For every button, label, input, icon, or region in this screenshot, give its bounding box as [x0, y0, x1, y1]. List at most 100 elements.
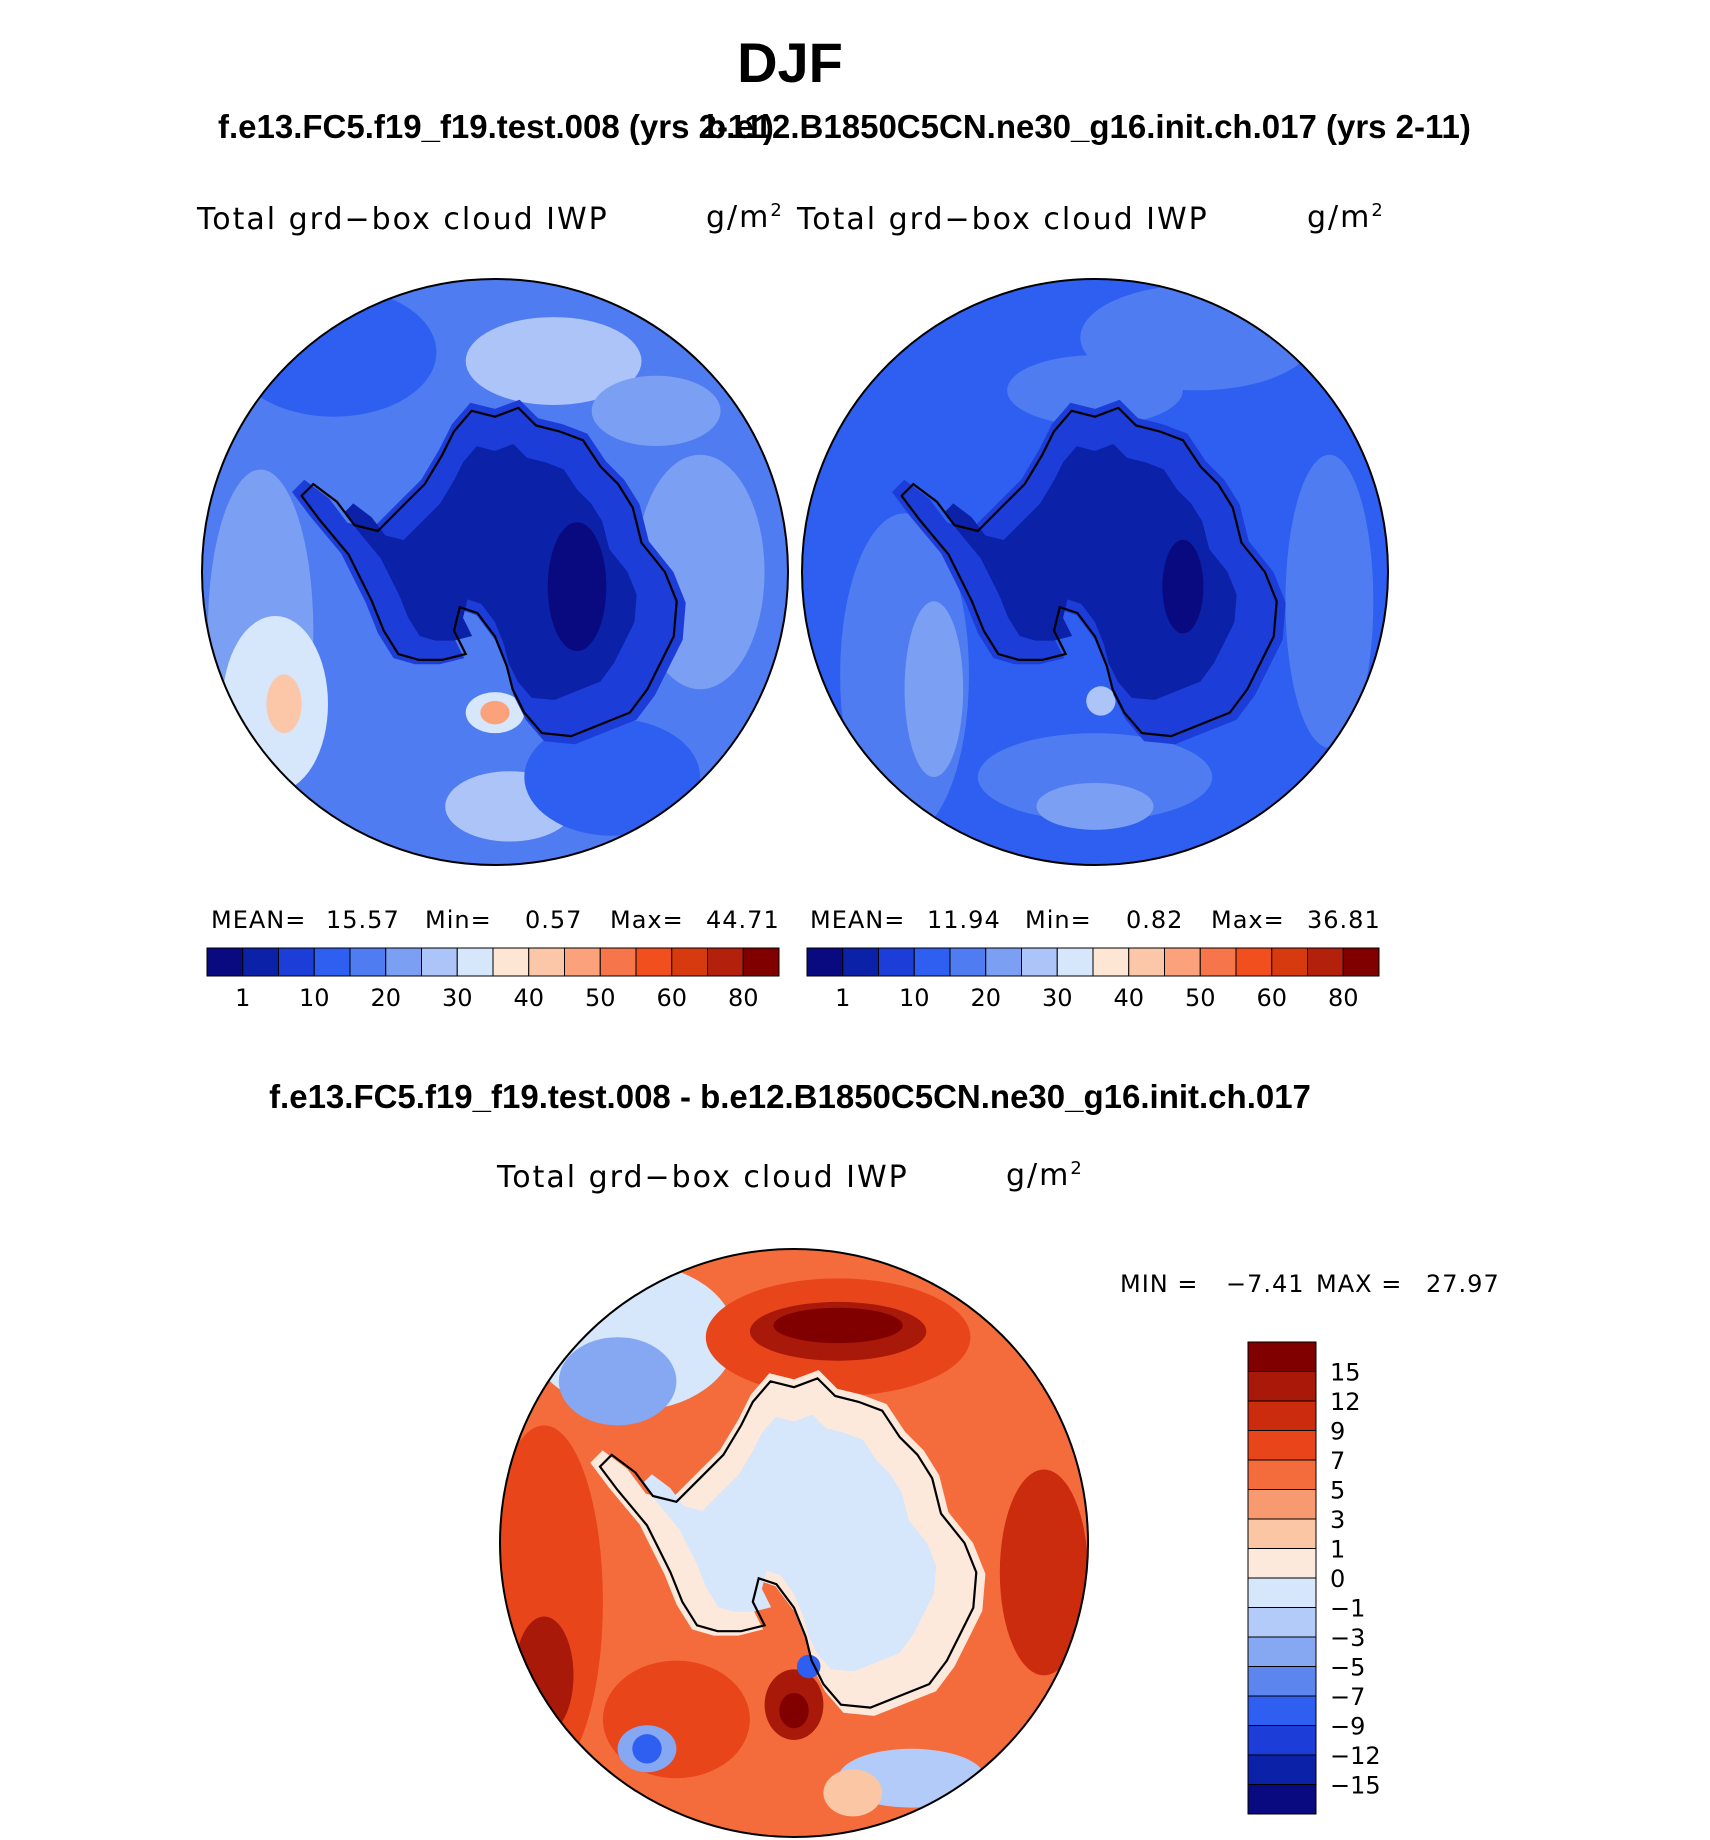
- case1-map-field-contour: [524, 718, 701, 836]
- diff-colorbar-swatch: [1247, 1695, 1317, 1726]
- diff-colorbar-tick-label: −1: [1330, 1595, 1365, 1623]
- main-title: DJF: [737, 31, 843, 94]
- case1-map-field-contour: [480, 700, 510, 725]
- case2-colorbar-tick-label: 80: [1328, 984, 1359, 1012]
- diff-colorbar-tick-label: 3: [1330, 1506, 1345, 1534]
- case2-map-field-contour: [977, 733, 1213, 822]
- case2-map-field-contour: [1036, 782, 1154, 830]
- case2-colorbar-tick-label: 50: [1185, 984, 1216, 1012]
- case2-colorbar-swatch: [1092, 947, 1130, 977]
- case1-colorbar-swatch: [564, 947, 601, 977]
- diff-colorbar-tick-label: 5: [1330, 1477, 1345, 1505]
- diff-min-label: MIN =: [1120, 1270, 1199, 1298]
- case2-map-land-field: [1162, 539, 1204, 634]
- case2-colorbar-tick-label: 10: [899, 984, 930, 1012]
- diff-colorbar-tick-label: 1: [1330, 1536, 1345, 1564]
- case2-colorbar-tick-label: 60: [1256, 984, 1287, 1012]
- case1-min-value: 0.57: [525, 906, 583, 934]
- case2-map: [801, 278, 1389, 866]
- diff-min-value: −7.41: [1226, 1270, 1305, 1298]
- diff-colorbar-tick-label: −9: [1330, 1713, 1365, 1741]
- diff-colorbar-swatch: [1247, 1666, 1317, 1697]
- diff-map-field-contour: [514, 1616, 574, 1735]
- case2-colorbar-swatch: [985, 947, 1022, 977]
- case2-colorbar-swatch: [1164, 947, 1201, 977]
- case1-mean-value: 15.57: [326, 906, 400, 934]
- case1-colorbar-swatch: [421, 947, 458, 977]
- case1-colorbar-tick-label: 1: [235, 984, 250, 1012]
- case2-min-label: Min=: [1025, 906, 1092, 934]
- diff-colorbar-swatch: [1247, 1725, 1317, 1756]
- case1-units: g/m2: [706, 200, 784, 235]
- diff-map-field-contour: [823, 1769, 883, 1817]
- case2-colorbar-swatch: [1199, 947, 1237, 977]
- case2-units: g/m2: [1307, 200, 1385, 235]
- case1-colorbar-swatch: [313, 947, 351, 977]
- case2-colorbar-swatch: [1307, 947, 1344, 977]
- case1-colorbar-swatch: [349, 947, 387, 977]
- diff-colorbar-swatch: [1247, 1548, 1317, 1579]
- diff-colorbar-tick-label: 7: [1330, 1447, 1345, 1475]
- case2-variable-label: Total grd−box cloud IWP: [797, 202, 1209, 237]
- case2-map-coastline: [900, 406, 1278, 738]
- diff-colorbar-swatch: [1247, 1489, 1317, 1520]
- diff-map-land-field: [796, 1654, 821, 1679]
- diff-map-field-contour: [500, 1425, 603, 1779]
- case2-colorbar-swatch: [806, 947, 844, 977]
- case1-colorbar-tick-label: 40: [513, 984, 544, 1012]
- case2-colorbar-swatch: [1342, 947, 1380, 977]
- diff-max-label: MAX =: [1316, 1270, 1403, 1298]
- diff-colorbar-swatch: [1247, 1459, 1317, 1490]
- case1-colorbar-swatch: [635, 947, 673, 977]
- diff-colorbar-swatch: [1247, 1607, 1317, 1638]
- case2-colorbar-swatch: [1271, 947, 1308, 977]
- diff-colorbar-tick-label: 15: [1330, 1359, 1361, 1387]
- case2-mean-label: MEAN=: [810, 906, 906, 934]
- case1-min-label: Min=: [425, 906, 492, 934]
- case2-map-field-contour: [1285, 454, 1374, 748]
- case1-max-value: 44.71: [706, 906, 780, 934]
- diff-colorbar-tick-label: 9: [1330, 1418, 1345, 1446]
- case1-colorbar-tick-label: 60: [656, 984, 687, 1012]
- case2-title: b.e12.B1850C5CN.ne30_g16.init.ch.017 (yr…: [706, 108, 1471, 145]
- case1-colorbar-tick-label: 10: [299, 984, 330, 1012]
- case2-colorbar-tick-label: 1: [835, 984, 850, 1012]
- case1-map: [201, 278, 789, 866]
- diff-colorbar-tick-label: −3: [1330, 1624, 1365, 1652]
- case2-colorbar: 1 10 20 30 40 50 60 80: [806, 947, 1380, 1012]
- case2-colorbar-swatch: [1235, 947, 1273, 977]
- case2-colorbar-tick-label: 40: [1113, 984, 1144, 1012]
- case1-map-field-contour: [591, 375, 721, 447]
- case1-colorbar-swatch: [206, 947, 244, 977]
- diff-map-map-border: [499, 1248, 1089, 1838]
- case2-map-land-field: [944, 444, 1237, 700]
- case2-colorbar-swatch: [913, 947, 951, 977]
- case1-colorbar-swatch: [671, 947, 708, 977]
- case1-map-field-contour: [319, 762, 408, 822]
- case2-map-field-contour: [1086, 686, 1116, 716]
- case1-colorbar-swatch: [742, 947, 780, 977]
- diff-title: f.e13.FC5.f19_f19.test.008 - b.e12.B1850…: [269, 1078, 1311, 1115]
- case1-colorbar-swatch: [278, 947, 315, 977]
- case1-colorbar-swatch: [385, 947, 422, 977]
- case1-map-field-contour: [266, 674, 302, 734]
- diff-colorbar-swatch: [1247, 1400, 1317, 1431]
- diff-colorbar-tick-label: −12: [1330, 1742, 1381, 1770]
- case2-map-map-border: [801, 278, 1389, 866]
- diff-map-field-contour: [558, 1337, 677, 1426]
- diff-colorbar-swatch: [1247, 1341, 1317, 1372]
- case2-min-value: 0.82: [1126, 906, 1184, 934]
- case2-colorbar-tick-label: 20: [970, 984, 1001, 1012]
- diff-map-coastline: [598, 1377, 978, 1709]
- diff-max-value: 27.97: [1426, 1270, 1500, 1298]
- diff-colorbar-swatch: [1247, 1784, 1317, 1815]
- diff-colorbar-swatch: [1247, 1430, 1317, 1461]
- case1-colorbar: 1 10 20 30 40 50 60 80: [206, 947, 780, 1012]
- diff-map-field-contour: [999, 1469, 1088, 1676]
- case2-colorbar-swatch: [878, 947, 915, 977]
- case1-colorbar-swatch: [528, 947, 565, 977]
- diff-colorbar-tick-label: 0: [1330, 1565, 1345, 1593]
- case2-colorbar-swatch: [949, 947, 987, 977]
- case2-max-label: Max=: [1211, 906, 1285, 934]
